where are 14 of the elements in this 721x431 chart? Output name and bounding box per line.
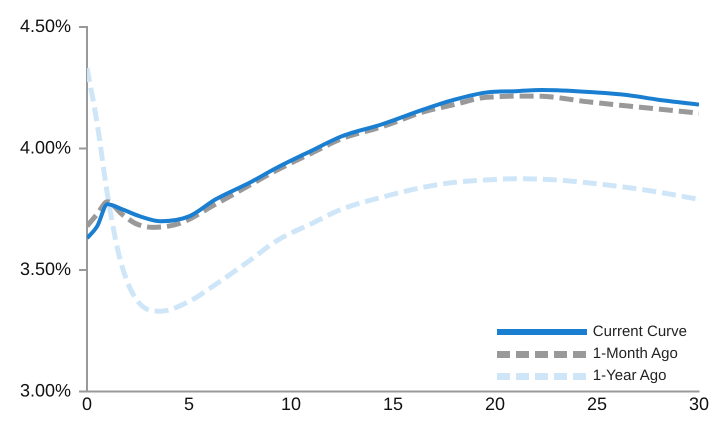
y-tick-label: 3.00%	[20, 380, 72, 400]
x-tick-label: 15	[383, 394, 404, 414]
y-tick-label: 4.00%	[20, 137, 72, 158]
x-tick-label: 30	[688, 394, 710, 414]
y-tick-label: 4.50%	[20, 16, 72, 36]
x-tick-label: 25	[586, 394, 608, 414]
legend-label: 1-Year Ago	[592, 366, 666, 386]
y-tick-label: 3.50%	[20, 258, 72, 279]
x-tick-label: 5	[184, 394, 194, 414]
x-tick-label: 20	[484, 394, 506, 414]
x-tick-label: 0	[82, 394, 92, 414]
legend-label: 1-Month Ago	[592, 344, 678, 364]
x-tick-label: 10	[281, 394, 302, 414]
legend-label: Current Curve	[592, 322, 687, 342]
